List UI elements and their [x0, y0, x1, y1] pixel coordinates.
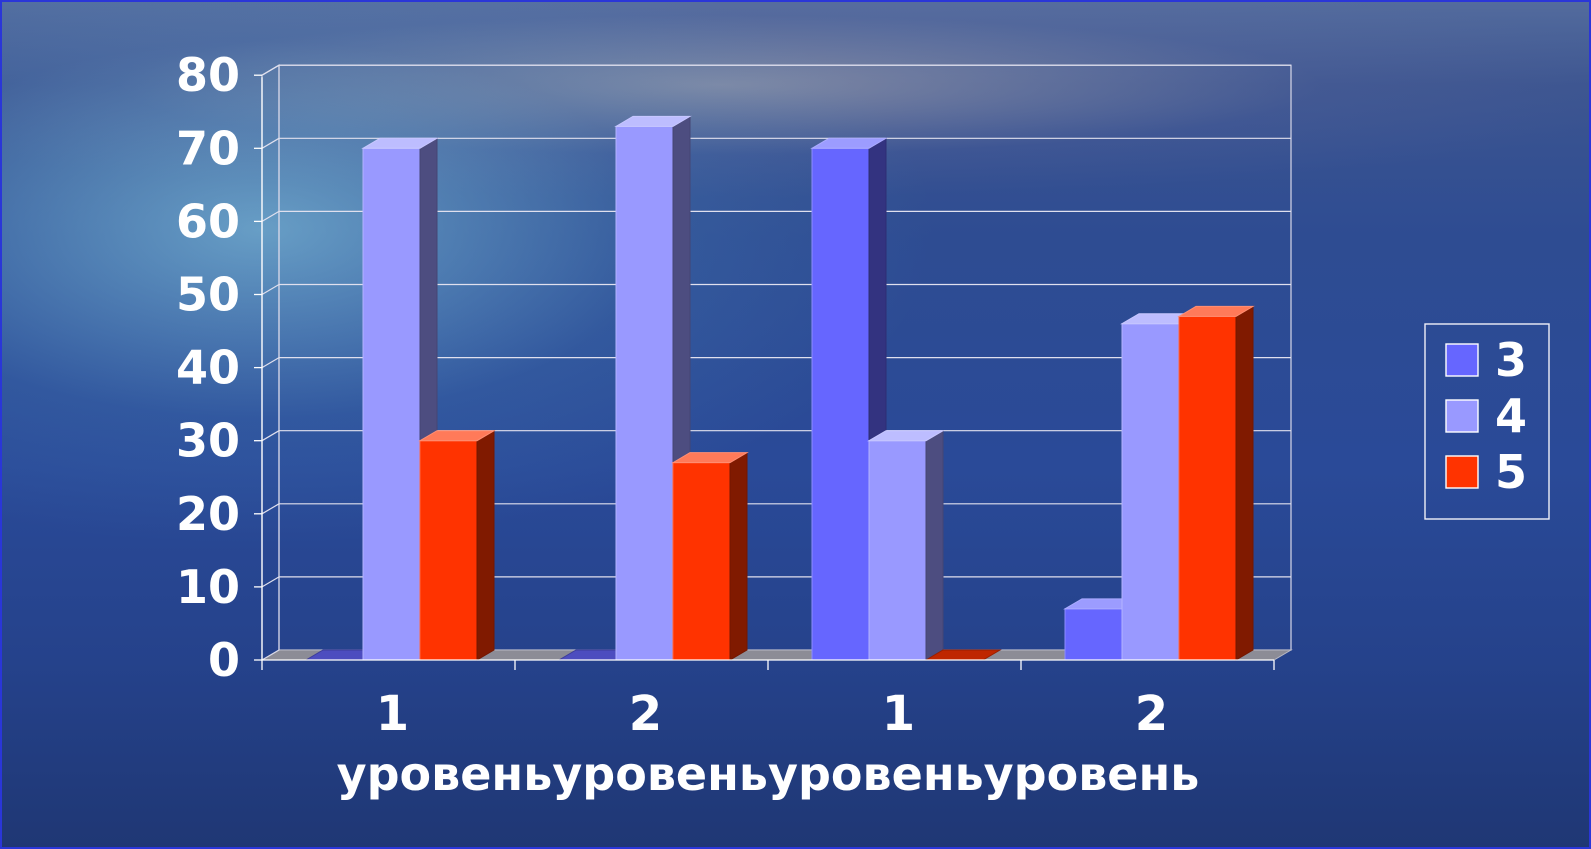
y-tick-label: 20	[176, 487, 240, 541]
legend-box	[1424, 323, 1550, 520]
gridline-side	[261, 283, 280, 296]
bar-top	[810, 137, 888, 149]
y-tick-label: 40	[176, 341, 240, 395]
gridline-side	[261, 576, 280, 588]
legend-label: 4	[1495, 389, 1527, 443]
bar-side	[925, 429, 944, 661]
bar-5-2	[671, 451, 749, 661]
bar-front	[419, 440, 478, 661]
bars	[304, 115, 1255, 661]
bar-top	[418, 430, 496, 442]
y-tick-label: 10	[176, 560, 240, 614]
x-tick-label: 1	[376, 686, 409, 742]
legend-swatch	[1445, 343, 1479, 377]
x-tick-label: 1	[882, 686, 915, 742]
y-tick-label: 70	[176, 121, 240, 175]
bar-front	[1121, 323, 1180, 661]
bar-side	[476, 429, 495, 661]
bar-front	[811, 147, 870, 661]
y-tick-label: 50	[176, 268, 240, 322]
legend: 345	[1424, 323, 1550, 520]
gridline-side	[261, 137, 280, 149]
y-tick-label: 30	[176, 414, 240, 468]
gridline-side	[261, 64, 280, 76]
y-tick-label: 0	[208, 633, 240, 687]
y-tick-label: 80	[176, 48, 240, 102]
legend-label: 5	[1495, 445, 1527, 499]
x-tick-label: 2	[1135, 686, 1168, 742]
gridline-side	[261, 430, 280, 442]
bar-front	[1178, 315, 1237, 661]
bar-top	[361, 137, 439, 149]
legend-item-3: 3	[1445, 333, 1527, 387]
bar-top	[671, 452, 749, 464]
x-tick-label: 2	[629, 686, 662, 742]
bar-5-4	[1177, 305, 1255, 661]
bar-side	[1235, 305, 1254, 661]
bar-front	[362, 147, 421, 661]
legend-swatch	[1445, 455, 1479, 489]
bar-front	[1064, 608, 1123, 661]
bar-top	[867, 430, 945, 442]
legend-swatch	[1445, 399, 1479, 433]
bar-top	[614, 115, 692, 127]
bar-5-1	[418, 429, 496, 661]
bar-side	[729, 451, 748, 661]
bar-front	[615, 125, 674, 661]
legend-item-4: 4	[1445, 389, 1527, 443]
axes: 0 10 20 30 40 50 60 70 80 1 2 1 2	[176, 48, 1275, 742]
bar-top	[1177, 305, 1255, 317]
bar-front	[868, 440, 927, 661]
gridline-side	[261, 210, 280, 222]
gridline-side	[261, 357, 280, 369]
gridline-side	[261, 503, 280, 515]
legend-label: 3	[1495, 333, 1527, 387]
legend-item-5: 5	[1445, 445, 1527, 499]
bar-front	[672, 462, 731, 661]
x-axis-label: уровеньуровеньуровеньуровень	[337, 747, 1200, 801]
y-tick-label: 60	[176, 194, 240, 248]
bar-4-3	[867, 429, 945, 661]
